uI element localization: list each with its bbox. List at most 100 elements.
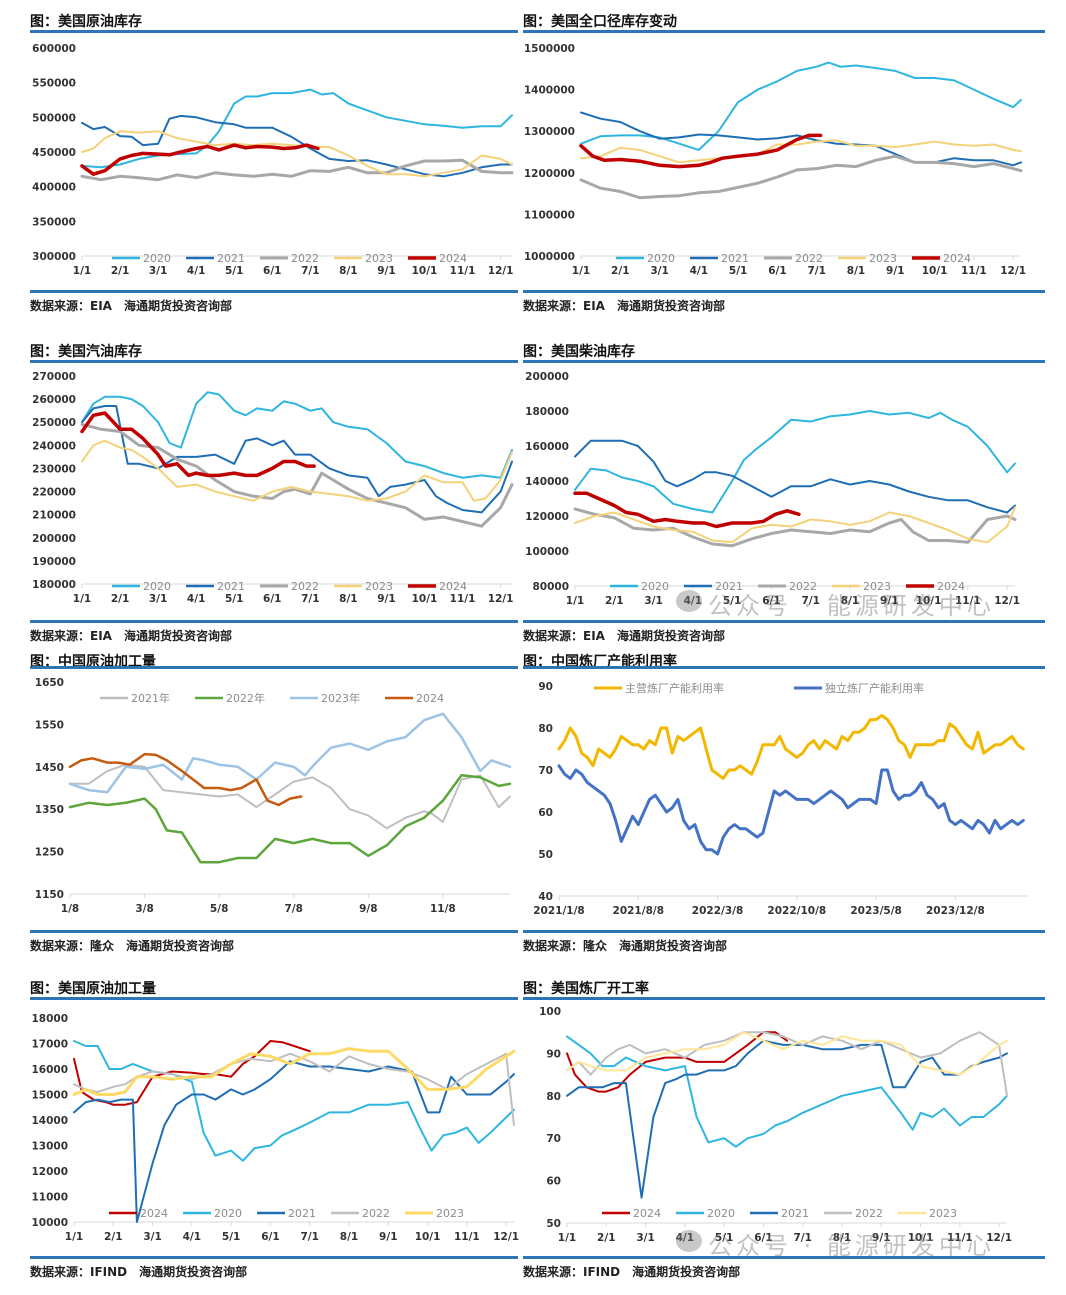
title-underline [30,666,518,669]
data-source-note: 数据来源：EIA 海通期货投资咨询部 [30,629,232,643]
y-tick-label: 400000 [32,182,76,194]
x-tick-label: 4/1 [690,265,708,277]
legend-label: 2021 [217,252,245,265]
y-tick-label: 60 [538,807,553,819]
series-line-2020 [574,410,1016,514]
x-tick-label: 6/1 [263,593,281,605]
legend-label: 2020 [143,252,171,265]
legend-item: 2021 [257,1207,316,1220]
legend-label: 2020 [647,252,675,265]
y-tick-label: 1250 [35,847,64,859]
legend-item: 2022 [331,1207,390,1220]
legend-label: 2021 [781,1207,809,1220]
data-source-note: 数据来源：EIA 海通期货投资咨询部 [523,629,725,643]
x-tick-label: 3/1 [650,265,668,277]
source-divider [523,620,1045,623]
y-tick-label: 90 [538,681,553,693]
y-tick-label: 1150 [35,889,64,901]
legend-item: 独立炼厂产能利用率 [794,681,924,695]
chart-svg: 300000 350000 400000 450000 500000 550000 6000… [32,43,514,277]
y-tick-label: 180000 [525,406,569,418]
x-tick-label: 3/8 [135,903,153,915]
series-line-2024 [579,133,823,169]
legend-item: 2022 [260,252,319,265]
series-line-2024 [80,411,316,478]
x-tick-label: 2023/12/8 [926,905,985,917]
series-line-2023 [566,1031,1008,1076]
x-tick-label: 7/1 [301,593,319,605]
y-tick-label: 450000 [32,147,76,159]
x-tick-label: 4/1 [187,265,205,277]
x-tick-label: 9/1 [377,265,395,277]
y-tick-label: 500000 [32,112,76,124]
x-tick-label: 1/1 [566,595,584,607]
x-tick-label: 5/1 [225,593,243,605]
series-line-2022 [80,158,514,182]
y-tick-label: 11000 [31,1192,68,1204]
y-tick-label: 70 [546,1133,561,1145]
x-tick-label: 1/1 [572,265,590,277]
legend-item: 2020 [112,252,171,265]
legend-item: 2021 [684,580,743,593]
y-tick-label: 1000000 [524,251,575,263]
legend-item: 2023 [405,1207,464,1220]
legend-label: 2020 [641,580,669,593]
series-line-2022 [579,154,1023,200]
y-tick-label: 1400000 [524,85,575,97]
title-underline [523,30,1045,33]
legend-label: 主营炼厂产能利用率 [625,681,724,695]
legend-item: 2023 [898,1207,957,1220]
legend-item: 2022年 [195,691,265,705]
legend-label: 2022 [291,580,319,593]
source-divider [30,1256,518,1259]
series-line-2020 [81,88,513,169]
x-tick-label: 5/1 [723,595,741,607]
chart-title: 图：美国汽油库存 [30,344,142,360]
chart-panel-us-crude-runs: 图：美国原油加工量 数据来源：IFIND 海通期货投资咨询部 10000 11000 1… [30,975,519,1295]
x-tick-label: 1/8 [61,903,79,915]
x-tick-label: 3/1 [143,1231,161,1243]
x-tick-label: 11/8 [430,903,456,915]
series-line-2023 [81,130,513,178]
x-tick-label: 1/1 [558,1232,576,1244]
title-underline [523,666,1045,669]
x-tick-label: 4/1 [676,1232,694,1244]
x-tick-label: 8/1 [340,1231,358,1243]
y-tick-label: 80 [546,1091,561,1103]
y-tick-label: 100000 [525,546,569,558]
chart-title: 图：美国柴油库存 [523,344,635,360]
series-line-2024 [68,752,303,807]
series-line-2023 [81,439,513,502]
x-tick-label: 9/1 [379,1231,397,1243]
legend-label: 2024 [937,580,965,593]
legend-item: 2020 [112,580,171,593]
series-line-2020 [566,1035,1008,1148]
legend-label: 2022 [855,1207,883,1220]
legend-label: 2020 [143,580,171,593]
x-tick-label: 6/1 [762,595,780,607]
legend-item: 2020 [610,580,669,593]
x-tick-label: 8/1 [339,265,357,277]
legend-item: 2020 [183,1207,242,1220]
y-tick-label: 1300000 [524,126,575,138]
legend-item: 2023年 [290,691,360,705]
x-tick-label: 12/1 [493,1231,519,1243]
x-tick-label: 2021/8/8 [613,905,665,917]
series-line-2021 [73,1060,515,1223]
y-tick-label: 180000 [32,579,76,591]
y-tick-label: 70 [538,765,553,777]
x-tick-label: 6/1 [754,1232,772,1244]
title-underline [30,360,518,363]
legend-item: 2023 [832,580,891,593]
x-tick-label: 2/1 [111,593,129,605]
x-tick-label: 2/1 [611,265,629,277]
legend-label: 2021 [217,580,245,593]
series-line-2024 [566,1031,788,1093]
x-tick-label: 2/1 [104,1231,122,1243]
y-tick-label: 260000 [32,394,76,406]
x-tick-label: 7/1 [301,265,319,277]
y-tick-label: 550000 [32,78,76,90]
legend-label: 2021 [288,1207,316,1220]
y-tick-label: 60 [546,1176,561,1188]
y-tick-label: 90 [546,1048,561,1060]
